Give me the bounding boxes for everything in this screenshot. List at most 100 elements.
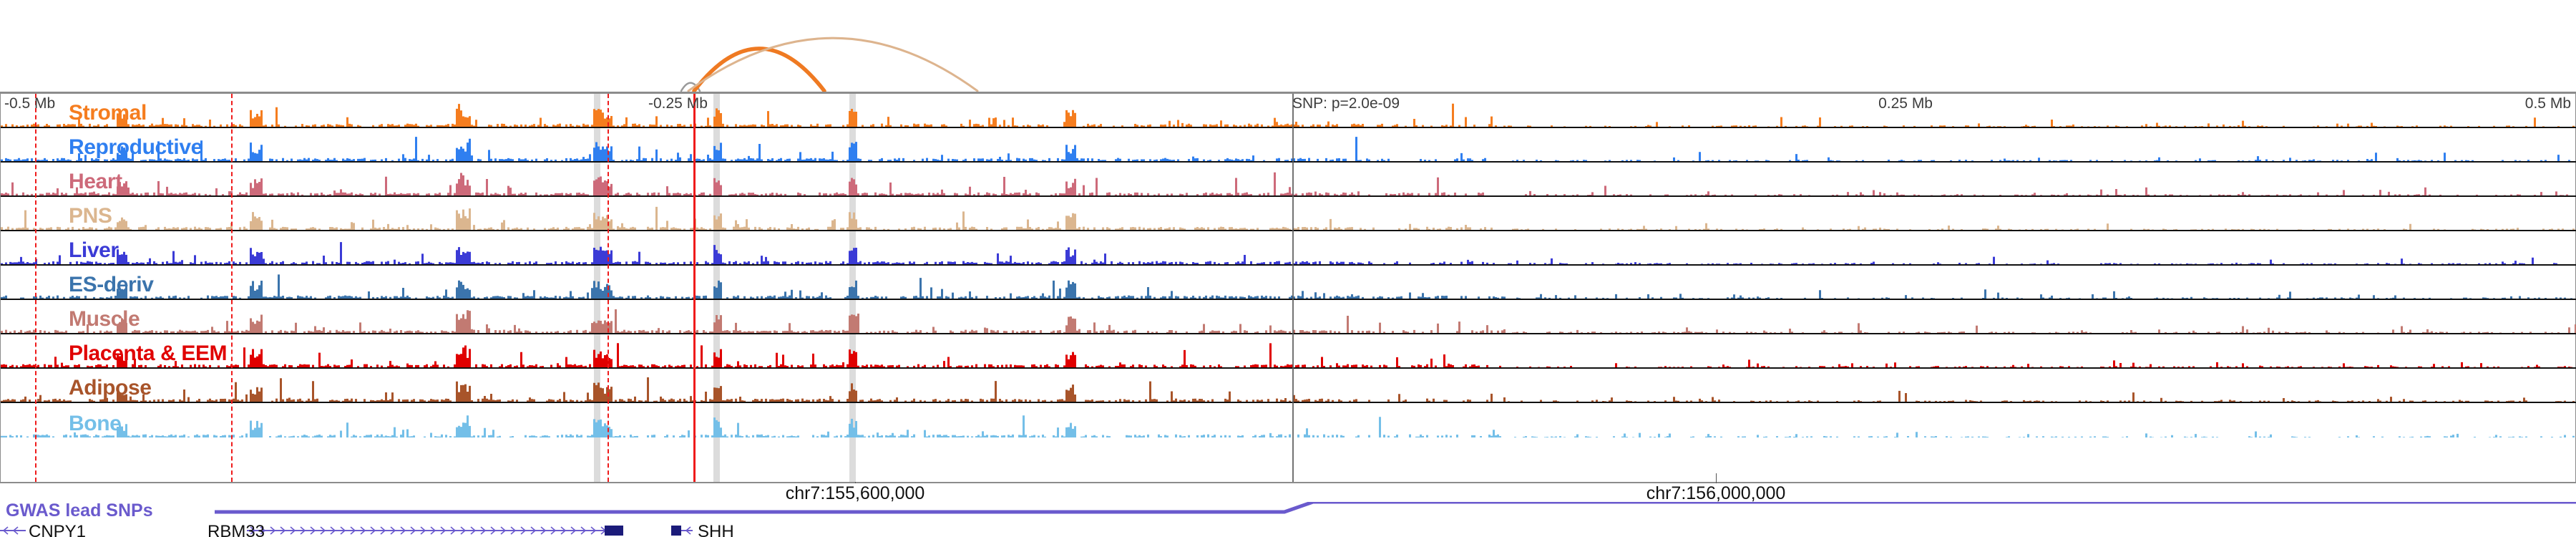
signal-track-panel[interactable]: -0.5 Mb -0.25 Mb 0.25 Mb 0.5 Mb SNP: p=2.0e-…	[0, 92, 2576, 483]
strand-arrow-icon	[350, 526, 356, 535]
track-label: ES-deriv	[69, 273, 154, 296]
strand-arrow-icon	[290, 526, 296, 535]
strand-arrow-icon	[560, 526, 567, 535]
track-label: Heart	[69, 170, 122, 193]
track-list: Stromal Reproductive Heart PNS Liver ES-deriv…	[1, 94, 2576, 484]
strand-arrow-icon	[500, 526, 507, 535]
strand-arrow-icon	[430, 526, 436, 535]
strand-arrow-icon	[580, 526, 587, 535]
track-label: Reproductive	[69, 135, 203, 159]
track-bone[interactable]: Bone	[1, 403, 2576, 437]
signal-area	[1, 377, 2576, 402]
track-placenta-eem[interactable]: Placenta & EEM	[1, 334, 2576, 369]
strand-arrow-icon	[590, 526, 597, 535]
signal-profile	[1, 103, 2576, 127]
strand-arrow-icon	[420, 526, 426, 535]
signal-profile	[1, 309, 2576, 333]
center-line-0	[1292, 94, 1294, 482]
signal-area	[1, 242, 2576, 264]
strand-arrow-icon	[330, 526, 336, 535]
strand-arrow-icon	[490, 526, 497, 535]
track-es-deriv[interactable]: ES-deriv	[1, 266, 2576, 300]
interaction-arc-panel	[0, 0, 2576, 92]
signal-area	[1, 172, 2576, 195]
track-muscle[interactable]: Muscle	[1, 300, 2576, 334]
arc-medium-orange[interactable]	[692, 47, 826, 92]
strand-arrow-icon	[340, 526, 346, 535]
arc-large-tan[interactable]	[687, 37, 979, 92]
strand-arrow-icon	[460, 526, 467, 535]
strand-arrow-icon	[390, 526, 396, 535]
track-liver[interactable]: Liver	[1, 231, 2576, 266]
red-marker-line-2	[608, 94, 609, 482]
lead-snp-line-0	[693, 94, 696, 482]
strand-arrow-icon	[685, 526, 691, 535]
track-label: Bone	[69, 412, 122, 435]
track-label: Stromal	[69, 101, 147, 125]
strand-arrow-icon	[2, 526, 9, 535]
coordinate-label-left: chr7:155,600,000	[785, 483, 925, 503]
exon-SHH-0[interactable]	[671, 526, 681, 536]
arc-svg	[680, 37, 979, 92]
strand-arrow-icon	[370, 526, 376, 535]
strand-arrow-icon	[400, 526, 406, 535]
gwas-lead-snps-label: GWAS lead SNPs	[6, 500, 153, 521]
signal-area	[1, 343, 2576, 367]
track-reproductive[interactable]: Reproductive	[1, 128, 2576, 163]
strand-arrow-icon	[280, 526, 286, 535]
strand-arrow-icon	[540, 526, 547, 535]
strand-arrow-icon	[250, 526, 256, 535]
strand-arrow-icon	[360, 526, 366, 535]
track-stromal[interactable]: Stromal	[1, 94, 2576, 128]
red-marker-line-1	[231, 94, 233, 482]
strand-arrow-icon	[310, 526, 316, 535]
signal-area	[1, 415, 2576, 437]
gene-track[interactable]	[0, 522, 2576, 537]
strand-arrow-icon	[450, 526, 457, 535]
strand-arrow-icon	[260, 526, 266, 535]
signal-area	[1, 137, 2576, 161]
gwas-lead-snps-track[interactable]	[0, 502, 2576, 518]
strand-arrow-icon	[480, 526, 487, 535]
signal-profile	[1, 274, 2576, 299]
signal-profile	[1, 172, 2576, 195]
strand-arrow-icon	[320, 526, 326, 535]
annotation-panel: chr7:155,600,000 chr7:156,000,000 GWAS l…	[0, 473, 2576, 537]
exon-RBM33-0[interactable]	[605, 526, 623, 536]
signal-area	[1, 309, 2576, 333]
signal-profile	[1, 137, 2576, 161]
track-label: Placenta & EEM	[69, 342, 228, 365]
strand-arrow-icon	[570, 526, 577, 535]
coordinate-label-right: chr7:156,000,000	[1646, 483, 1786, 503]
signal-profile	[1, 377, 2576, 402]
track-label: Muscle	[69, 307, 140, 331]
strand-arrow-icon	[530, 526, 537, 535]
track-label: Adipose	[69, 376, 152, 400]
gene-name-labels: CNPY1 RBM33 SHH	[0, 522, 2576, 537]
strand-arrow-icon	[270, 526, 276, 535]
strand-arrow-icon	[12, 526, 19, 535]
strand-arrow-icon	[510, 526, 517, 535]
track-label: Liver	[69, 238, 119, 262]
coordinate-tick-1	[1716, 473, 1717, 483]
gene-label-CNPY1[interactable]: CNPY1	[29, 522, 87, 537]
track-heart[interactable]: Heart	[1, 163, 2576, 197]
strand-arrow-icon	[380, 526, 386, 535]
signal-area	[1, 206, 2576, 230]
signal-profile	[1, 415, 2576, 437]
signal-profile	[1, 343, 2576, 367]
track-pns[interactable]: PNS	[1, 197, 2576, 231]
gene-label-RBM33[interactable]: RBM33	[208, 522, 265, 537]
gene-label-SHH[interactable]: SHH	[698, 522, 734, 537]
strand-arrow-icon	[520, 526, 527, 535]
strand-arrow-icon	[440, 526, 447, 535]
track-adipose[interactable]: Adipose	[1, 369, 2576, 403]
red-marker-line-0	[35, 94, 36, 482]
track-label: PNS	[69, 204, 112, 228]
gwas-snp-line[interactable]	[215, 502, 2576, 514]
signal-profile	[1, 206, 2576, 230]
strand-arrow-icon	[470, 526, 477, 535]
signal-area	[1, 274, 2576, 299]
signal-profile	[1, 242, 2576, 264]
